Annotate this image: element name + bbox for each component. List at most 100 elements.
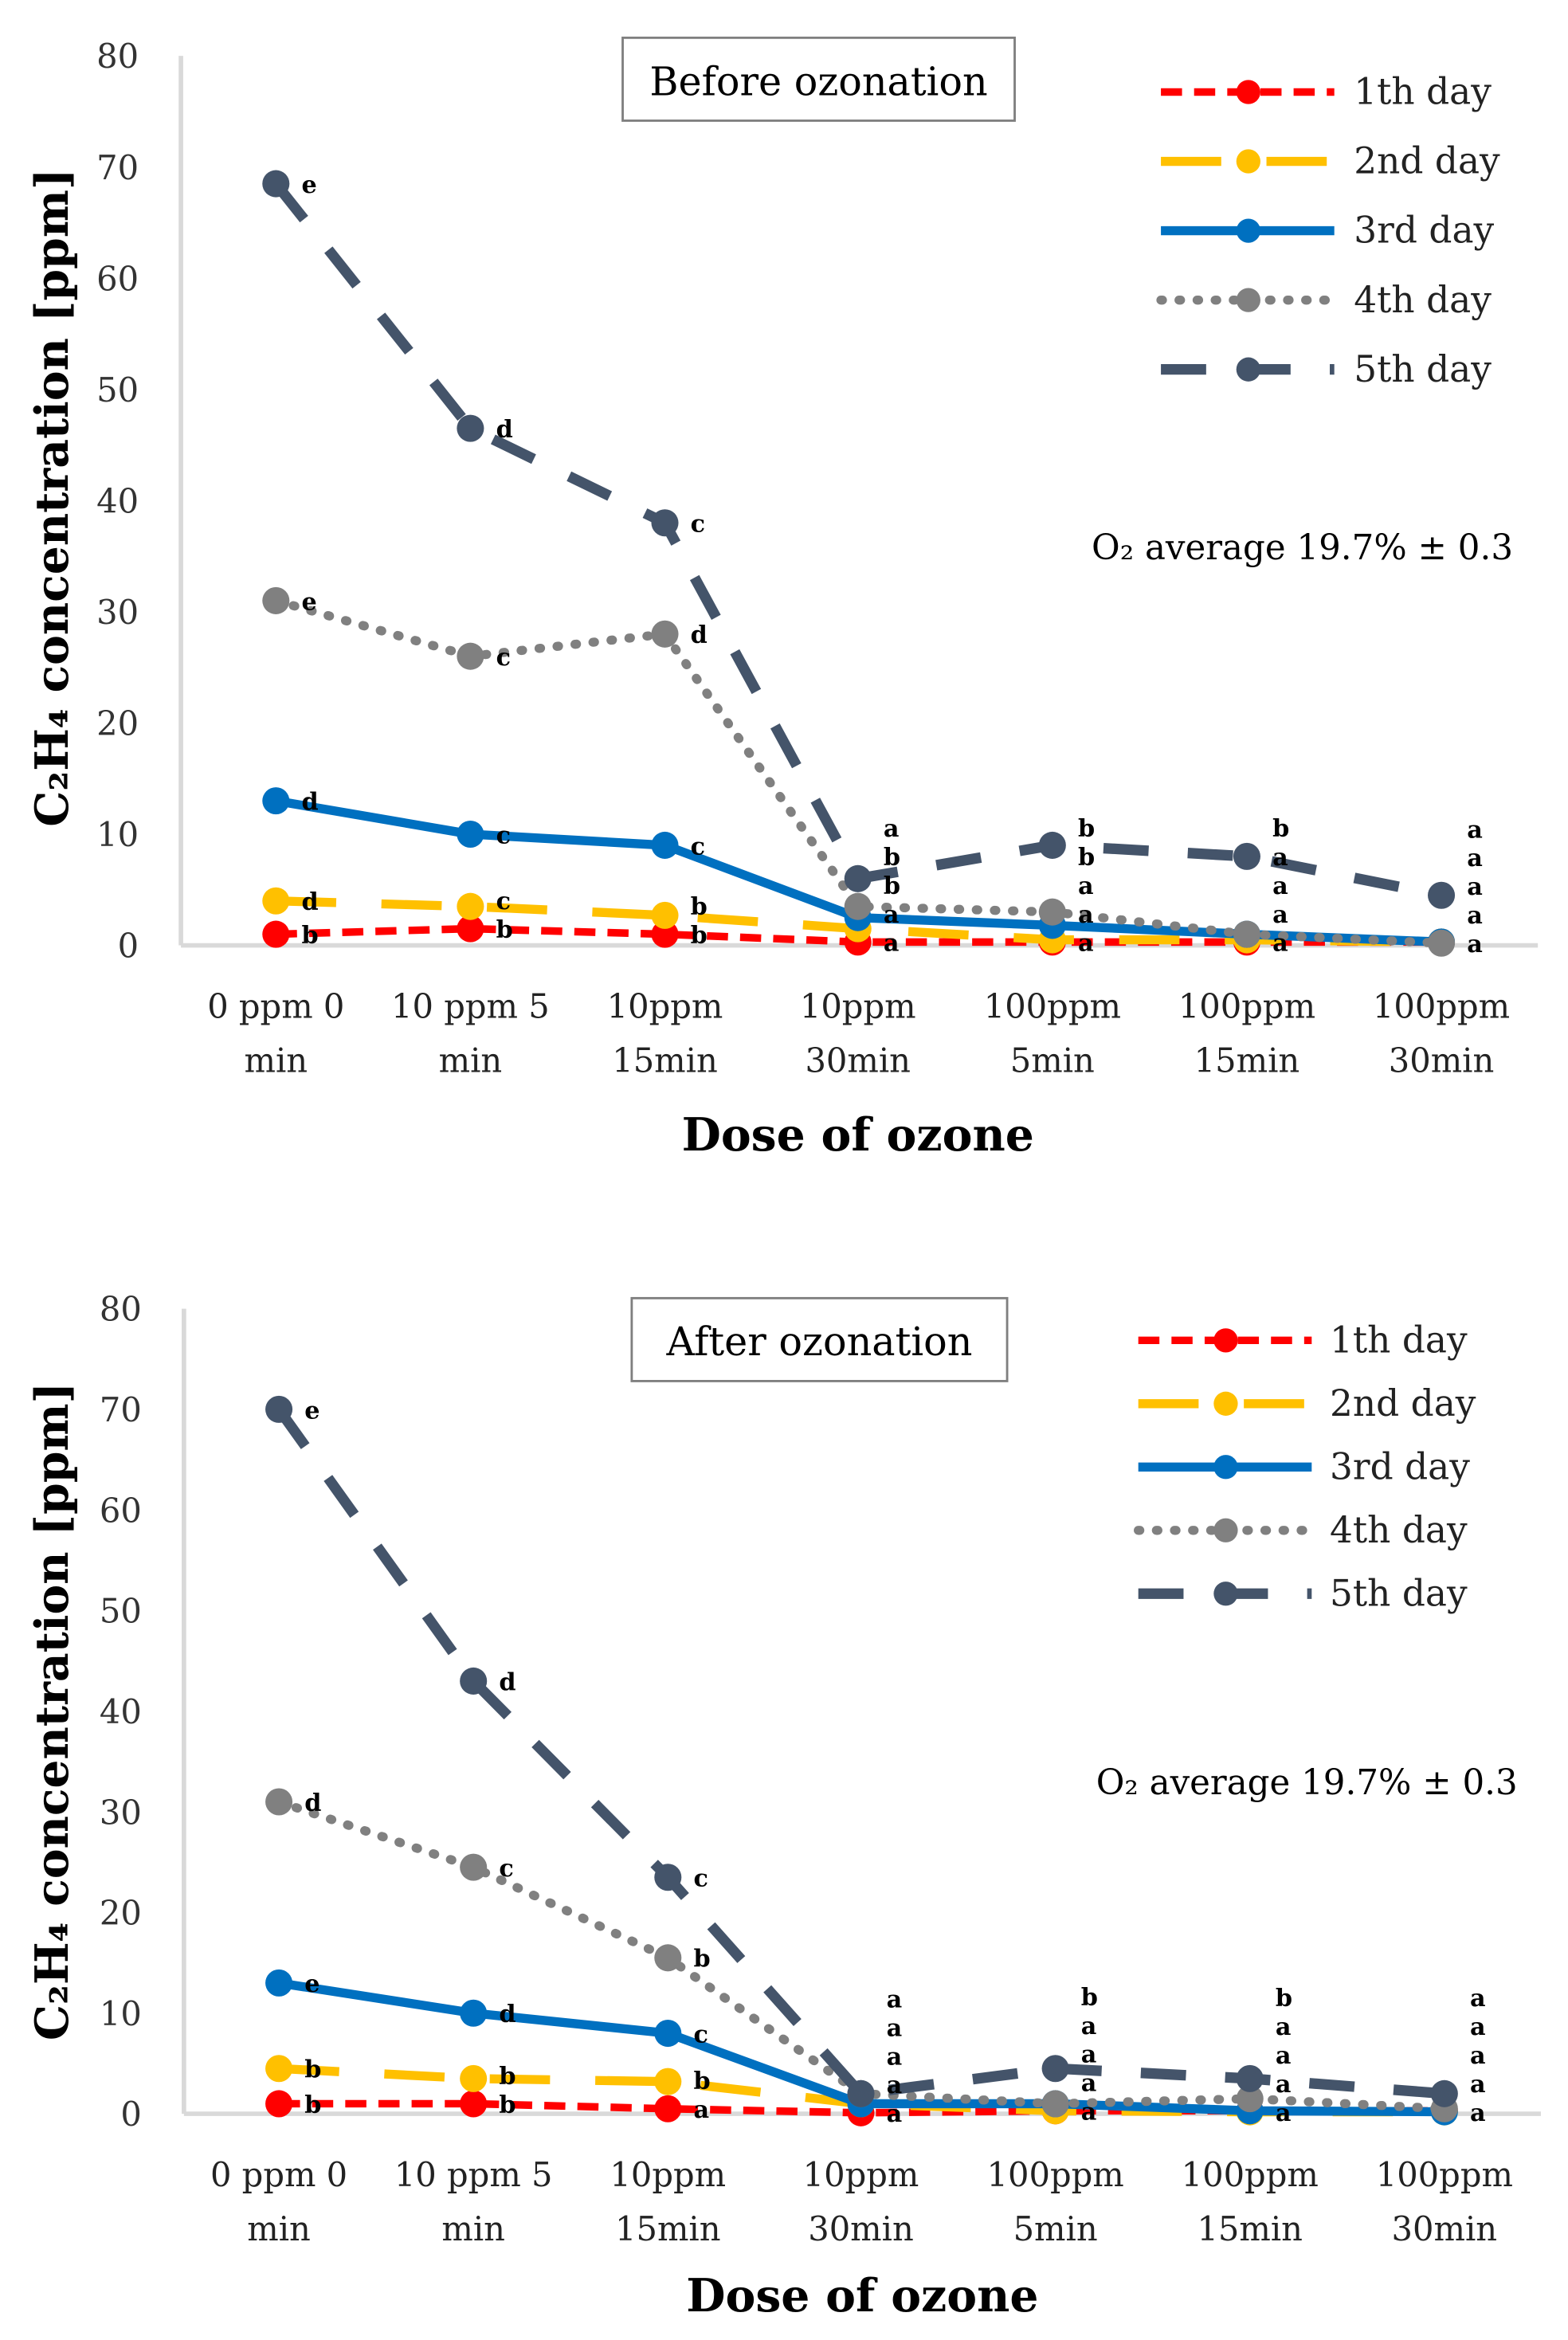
y-tick-label: 70	[96, 148, 139, 187]
x-tick-label: 10ppm	[610, 2155, 726, 2194]
x-tick-label: 100ppm	[1178, 986, 1315, 1025]
significance-letter: a	[1078, 872, 1094, 900]
significance-letter: a	[887, 1985, 903, 2013]
legend-label: 4th day	[1354, 279, 1492, 321]
data-point	[262, 787, 290, 815]
significance-letter: a	[1272, 901, 1288, 929]
data-point	[651, 620, 679, 648]
significance-letter: a	[1276, 2042, 1292, 2070]
y-tick-label: 50	[96, 370, 139, 410]
significance-letter: a	[1467, 931, 1483, 958]
y-tick-label: 20	[100, 1894, 142, 1933]
significance-letter: a	[1078, 901, 1094, 929]
data-point	[457, 820, 484, 849]
significance-letter: a	[887, 2072, 903, 2099]
x-axis-title: Dose of ozone	[682, 1109, 1034, 1162]
significance-letter: b	[693, 1946, 710, 1974]
significance-letter: b	[301, 922, 318, 950]
x-tick-label: 5min	[1013, 2209, 1098, 2248]
legend-label: 5th day	[1354, 348, 1492, 390]
legend-marker	[1236, 80, 1260, 104]
significance-letter: e	[301, 171, 316, 199]
data-point	[847, 2079, 875, 2107]
x-tick-label: 0 ppm 0	[210, 2155, 347, 2194]
data-point	[1236, 2085, 1264, 2113]
x-tick-label: 10ppm	[803, 2155, 919, 2194]
y-tick-label: 40	[100, 1692, 142, 1731]
significance-letter: d	[301, 888, 318, 916]
significance-letter: c	[691, 833, 705, 860]
significance-letter: b	[884, 844, 900, 872]
y-tick-label: 30	[96, 593, 139, 632]
data-point	[262, 887, 290, 915]
significance-letter: a	[1470, 2099, 1486, 2127]
x-tick-label: min	[247, 2209, 311, 2248]
data-point	[1236, 2064, 1264, 2092]
legend-marker	[1213, 1455, 1238, 1480]
significance-letter: a	[1081, 2070, 1097, 2098]
data-point	[457, 414, 484, 442]
data-point	[262, 920, 290, 948]
significance-letter: d	[496, 416, 513, 444]
significance-letter: e	[304, 1397, 319, 1425]
legend-label: 2nd day	[1354, 140, 1500, 182]
title-box	[621, 36, 1016, 122]
significance-letter: a	[1276, 2071, 1292, 2099]
data-point	[654, 2068, 682, 2095]
significance-letter: a	[1467, 816, 1483, 844]
legend-marker	[1236, 357, 1260, 382]
legend-marker	[1236, 149, 1260, 174]
series-line-4	[274, 1797, 1449, 2114]
data-point	[844, 864, 872, 892]
legend-label: 2nd day	[1330, 1382, 1476, 1425]
significance-letter: c	[691, 511, 705, 539]
significance-letter: d	[499, 2001, 515, 2028]
data-point	[262, 586, 290, 614]
legend-marker	[1213, 1518, 1238, 1542]
data-point	[262, 170, 290, 198]
y-axis-title: C₂H₄ concentration [ppm]	[26, 168, 79, 826]
data-point	[457, 642, 484, 670]
significance-letter: a	[1467, 902, 1483, 930]
significance-letter: a	[1272, 844, 1288, 872]
data-point	[460, 2064, 488, 2092]
legend-marker	[1236, 218, 1260, 243]
legend-label: 5th day	[1330, 1572, 1468, 1614]
significance-letter: b	[304, 2091, 321, 2119]
significance-letter: e	[301, 588, 316, 616]
significance-letter: a	[887, 2043, 903, 2071]
data-point	[1038, 831, 1066, 859]
y-axis-title: C₂H₄ concentration [ppm]	[26, 1382, 79, 2040]
significance-letter: a	[1276, 2099, 1292, 2127]
significance-letter: a	[1467, 845, 1483, 872]
series-line-5	[274, 1406, 1445, 2099]
y-tick-label: 0	[118, 927, 139, 966]
x-tick-label: 100ppm	[984, 986, 1121, 1025]
data-point	[265, 2090, 293, 2118]
data-point	[1041, 2055, 1069, 2083]
x-tick-label: 5min	[1010, 1041, 1095, 1080]
legend-label: 4th day	[1330, 1509, 1468, 1551]
x-tick-label: 15min	[1197, 2209, 1303, 2248]
chart-before-ozonation: 0 10 20 30 40 50 60 70 80 0 ppm 0 min 10 ppm 5 min 10…	[26, 36, 1539, 1162]
significance-letter: c	[693, 2021, 708, 2048]
x-tick-label: 15min	[1194, 1041, 1300, 1080]
significance-letter: c	[496, 821, 511, 849]
significance-letter: d	[301, 788, 318, 816]
significance-letter: a	[1081, 2013, 1097, 2040]
x-tick-label: 30min	[1392, 2209, 1498, 2248]
data-point	[265, 1969, 293, 1997]
significance-letter: b	[1078, 815, 1095, 843]
significance-letter: a	[884, 815, 900, 843]
legend-label: 1th day	[1330, 1319, 1468, 1361]
significance-letter: a	[1470, 2013, 1486, 2041]
x-tick-label: 15min	[615, 2209, 721, 2248]
data-point	[460, 1999, 488, 2027]
data-point	[651, 920, 679, 948]
data-point	[1038, 898, 1066, 926]
legend-label: 1th day	[1354, 71, 1492, 113]
significance-letter: c	[496, 888, 511, 915]
data-point	[1428, 929, 1456, 957]
significance-letter: b	[693, 2068, 710, 2095]
